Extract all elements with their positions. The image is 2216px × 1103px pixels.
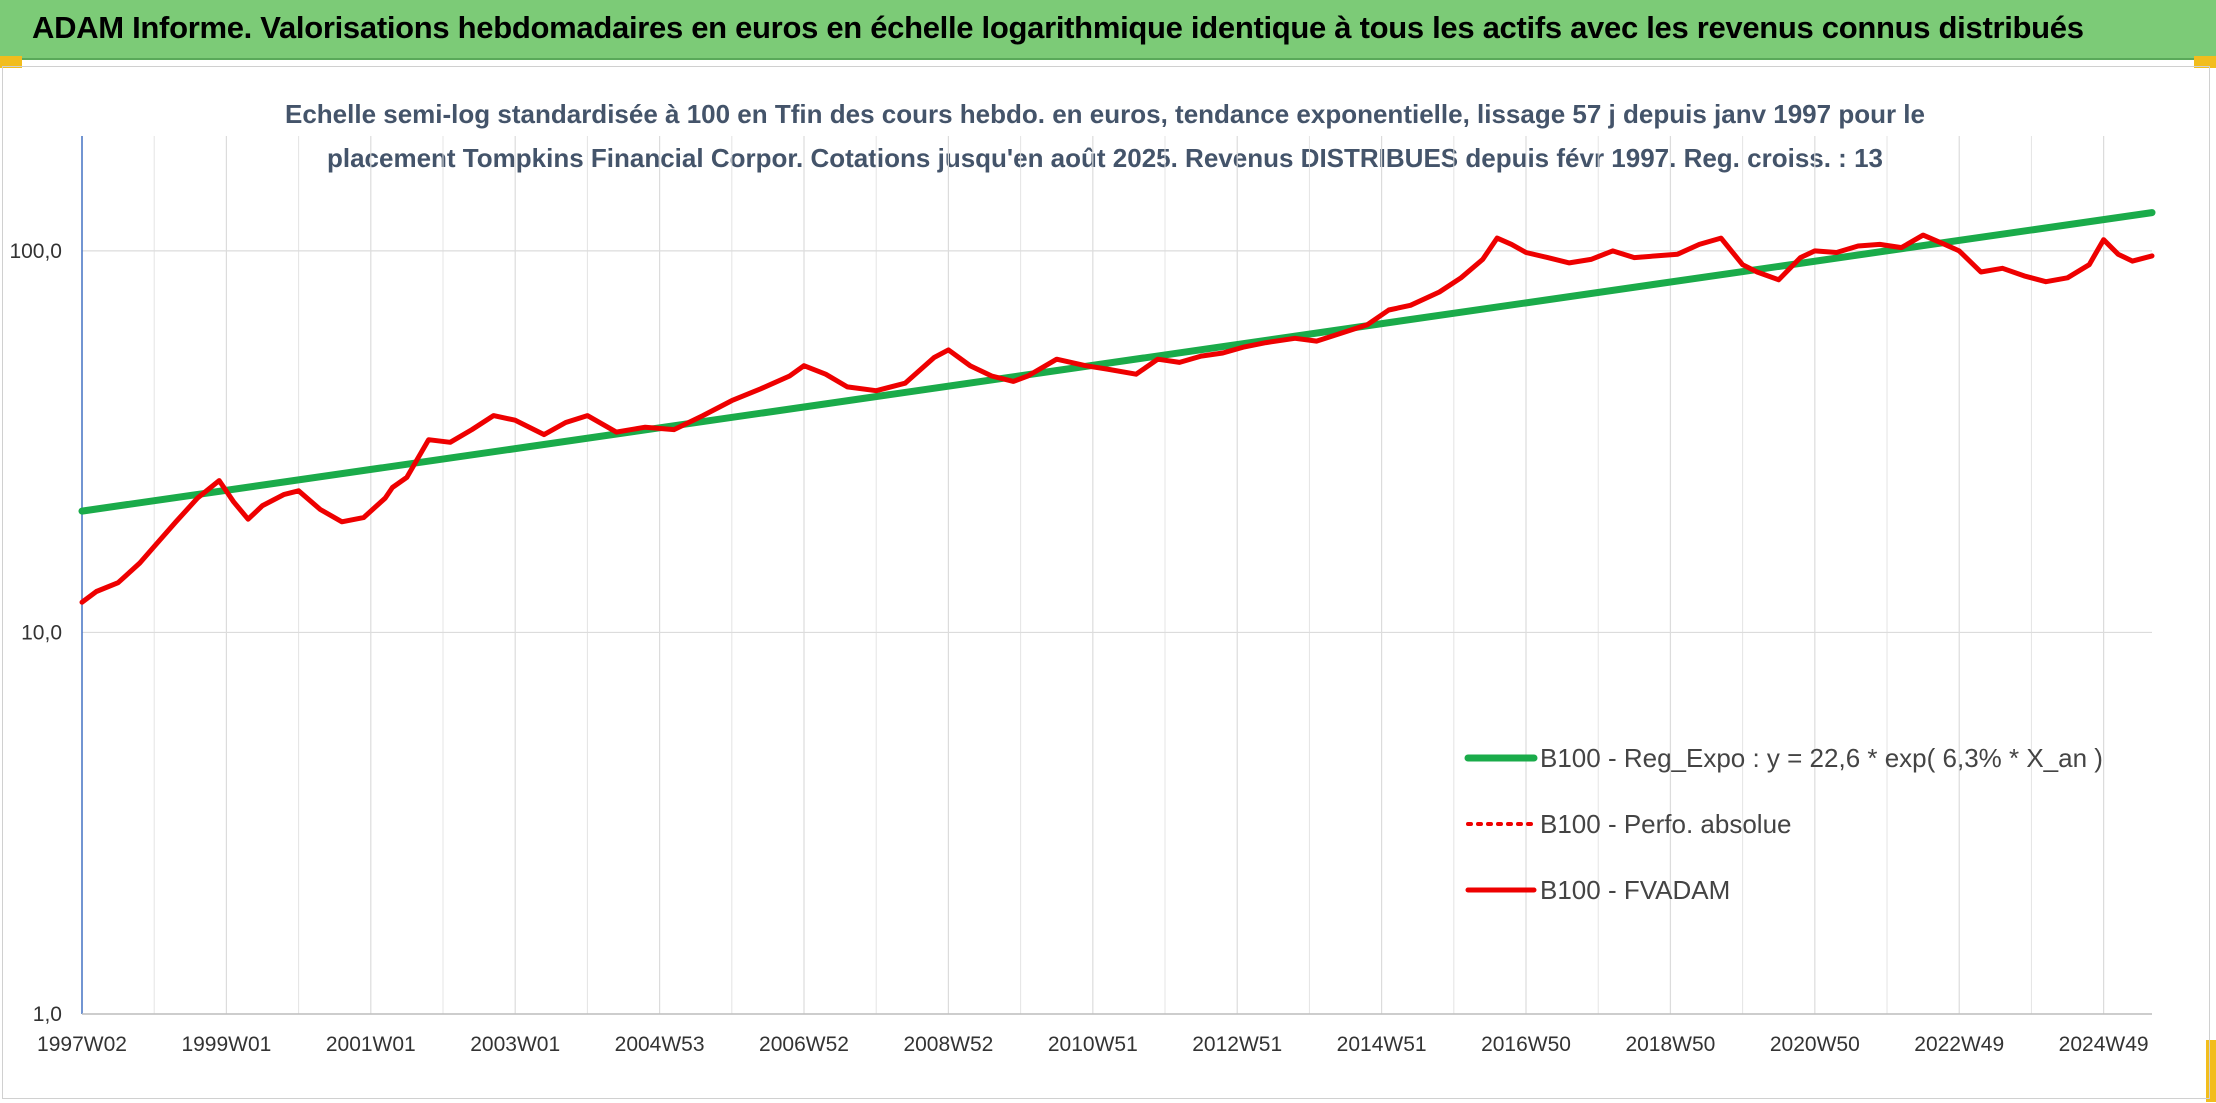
chart-title-line-2: placement Tompkins Financial Corpor. Cot…	[326, 143, 1883, 173]
x-tick-label: 2006W52	[759, 1033, 849, 1056]
x-tick-label: 2012W51	[1192, 1033, 1282, 1056]
x-tick-label: 2016W50	[1481, 1033, 1571, 1056]
legend-label-0: B100 - Reg_Expo : y = 22,6 * exp( 6,3% *…	[1540, 743, 2103, 773]
legend-label-1: B100 - Perfo. absolue	[1540, 809, 1792, 839]
series-lines	[78, 209, 2156, 605]
x-tick-label: 2010W51	[1048, 1033, 1138, 1056]
corner-marker-bottom-right	[2206, 1040, 2216, 1102]
axes	[81, 136, 2152, 1015]
chart-frame	[2, 66, 2210, 1099]
x-tick-label: 2008W52	[903, 1033, 993, 1056]
x-tick-label: 2018W50	[1625, 1033, 1715, 1056]
y-tick-labels: 1,0 10,0 100,0	[9, 240, 62, 1026]
grid-lines	[82, 136, 2152, 1015]
x-tick-label: 2014W51	[1337, 1033, 1427, 1056]
legend-label-2: B100 - FVADAM	[1540, 875, 1730, 905]
report-banner: ADAM Informe. Valorisations hebdomadaire…	[0, 0, 2216, 60]
x-tick-label: 2020W50	[1770, 1033, 1860, 1056]
corner-marker-top-right	[2194, 56, 2216, 68]
x-tick-label: 2004W53	[615, 1033, 705, 1056]
x-tick-label: 2003W01	[470, 1033, 560, 1056]
chart-title: Echelle semi-log standardisée à 100 en T…	[160, 92, 2050, 180]
series-line-2	[79, 232, 2155, 605]
x-tick-label: 2022W49	[1914, 1033, 2004, 1056]
x-tick-labels: 1997W02 1999W01 2001W01 2003W01 2004W53 2006W…	[37, 1033, 2149, 1056]
series-line-0	[78, 209, 2156, 515]
y-tick-label: 100,0	[9, 240, 62, 263]
x-tick-label: 2024W49	[2059, 1033, 2149, 1056]
x-tick-label: 2001W01	[326, 1033, 416, 1056]
x-tick-label: 1999W01	[181, 1033, 271, 1056]
corner-marker-top-left	[0, 56, 22, 68]
report-title: ADAM Informe. Valorisations hebdomadaire…	[32, 10, 2084, 45]
chart-title-line-1: Echelle semi-log standardisée à 100 en T…	[284, 99, 1925, 129]
y-tick-label: 1,0	[33, 1003, 62, 1026]
x-tick-label: 1997W02	[37, 1033, 127, 1056]
y-tick-label: 10,0	[21, 621, 62, 644]
legend: B100 - Reg_Expo : y = 22,6 * exp( 6,3% *…	[1464, 743, 2103, 905]
